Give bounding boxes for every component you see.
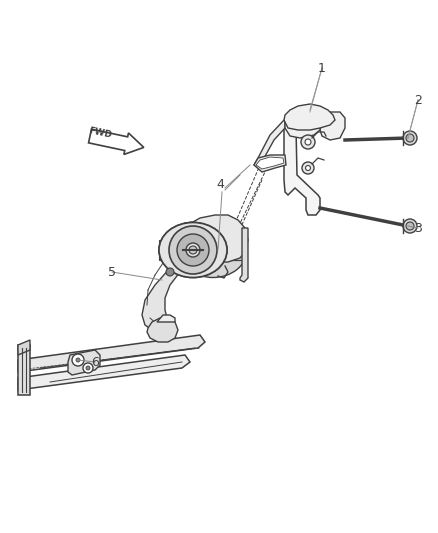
Polygon shape	[18, 355, 190, 390]
Polygon shape	[320, 112, 345, 140]
Text: 2: 2	[414, 93, 422, 107]
Circle shape	[406, 222, 414, 230]
Circle shape	[76, 358, 80, 362]
Polygon shape	[68, 350, 100, 375]
Circle shape	[301, 135, 315, 149]
Polygon shape	[240, 228, 248, 282]
Circle shape	[403, 131, 417, 145]
Circle shape	[72, 354, 84, 366]
Polygon shape	[284, 118, 320, 215]
Ellipse shape	[179, 222, 247, 278]
Circle shape	[305, 139, 311, 145]
Circle shape	[406, 134, 414, 142]
Text: FWD: FWD	[88, 126, 113, 140]
Polygon shape	[178, 215, 248, 262]
Circle shape	[83, 363, 93, 373]
Text: 1: 1	[318, 61, 326, 75]
Text: 3: 3	[414, 222, 422, 235]
Circle shape	[189, 246, 197, 254]
Polygon shape	[285, 112, 320, 138]
Ellipse shape	[159, 222, 227, 278]
Circle shape	[169, 226, 217, 274]
Polygon shape	[18, 345, 30, 395]
Circle shape	[186, 243, 200, 257]
Circle shape	[403, 219, 417, 233]
Polygon shape	[254, 155, 286, 172]
Circle shape	[302, 162, 314, 174]
Circle shape	[166, 268, 174, 276]
Circle shape	[177, 234, 209, 266]
Circle shape	[86, 366, 90, 370]
Polygon shape	[256, 157, 284, 169]
FancyArrow shape	[88, 129, 144, 155]
Text: 4: 4	[216, 179, 224, 191]
Ellipse shape	[159, 222, 227, 278]
Polygon shape	[284, 104, 335, 130]
Polygon shape	[142, 228, 196, 330]
Polygon shape	[157, 315, 175, 322]
Polygon shape	[18, 340, 30, 355]
Polygon shape	[254, 120, 285, 168]
Polygon shape	[147, 318, 178, 342]
Polygon shape	[18, 335, 205, 372]
Text: 5: 5	[108, 265, 116, 279]
Text: 6: 6	[91, 356, 99, 368]
Circle shape	[305, 166, 311, 171]
Polygon shape	[159, 240, 247, 260]
